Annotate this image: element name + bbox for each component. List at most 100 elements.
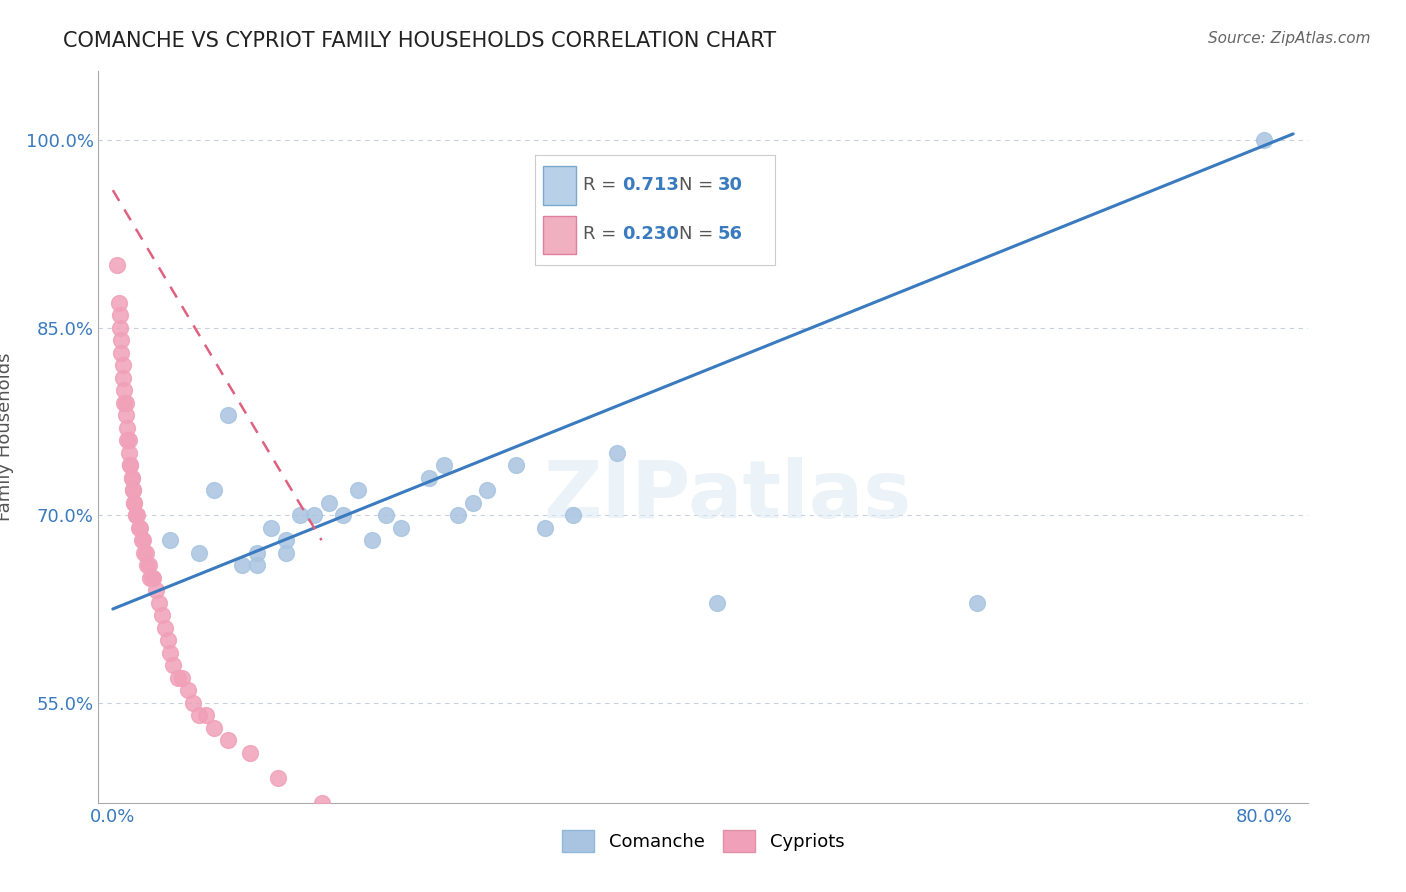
Point: [134, 546, 156, 560]
Point: [267, 771, 290, 785]
Point: [288, 508, 311, 523]
Point: [120, 458, 142, 473]
Text: COMANCHE VS CYPRIOT FAMILY HOUSEHOLDS CORRELATION CHART: COMANCHE VS CYPRIOT FAMILY HOUSEHOLDS CO…: [63, 31, 776, 51]
Text: 30: 30: [717, 176, 742, 194]
Point: [176, 683, 198, 698]
Point: [122, 483, 145, 498]
Point: [159, 533, 181, 548]
Point: [132, 533, 155, 548]
Point: [606, 446, 628, 460]
Text: N =: N =: [679, 176, 718, 194]
Point: [389, 521, 412, 535]
Point: [112, 395, 135, 409]
Point: [246, 546, 269, 560]
Point: [115, 420, 138, 434]
Point: [122, 483, 145, 498]
Point: [136, 558, 159, 573]
Point: [121, 471, 143, 485]
Point: [107, 295, 129, 310]
Text: 56: 56: [717, 226, 742, 244]
Point: [361, 533, 384, 548]
Point: [115, 434, 138, 448]
Point: [170, 671, 193, 685]
Point: [1253, 133, 1275, 147]
Point: [304, 508, 326, 523]
Point: [505, 458, 527, 473]
Point: [124, 496, 146, 510]
Point: [195, 708, 218, 723]
Point: [112, 383, 135, 397]
Point: [533, 521, 555, 535]
Point: [110, 345, 132, 359]
Point: [139, 571, 162, 585]
Y-axis label: Family Households: Family Households: [0, 353, 14, 521]
Point: [125, 508, 148, 523]
Point: [202, 721, 225, 735]
Point: [105, 258, 128, 272]
Point: [706, 596, 728, 610]
Text: R =: R =: [583, 226, 623, 244]
Point: [148, 596, 170, 610]
Bar: [543, 166, 576, 204]
Point: [111, 358, 134, 372]
Point: [127, 508, 149, 523]
Point: [346, 483, 368, 498]
Point: [562, 508, 585, 523]
Point: [150, 608, 173, 623]
Point: [217, 408, 239, 422]
Text: Source: ZipAtlas.com: Source: ZipAtlas.com: [1208, 31, 1371, 46]
Point: [183, 696, 205, 710]
Point: [246, 558, 269, 573]
Point: [108, 320, 131, 334]
Point: [142, 571, 165, 585]
Point: [166, 671, 188, 685]
Point: [475, 483, 498, 498]
Point: [239, 746, 262, 760]
Point: [447, 508, 470, 523]
Bar: [543, 216, 576, 254]
Point: [108, 308, 131, 322]
Point: [114, 408, 136, 422]
Point: [145, 583, 167, 598]
Legend: Comanche, Cypriots: Comanche, Cypriots: [554, 823, 852, 860]
Point: [118, 434, 141, 448]
Point: [274, 533, 297, 548]
Point: [135, 546, 157, 560]
Point: [120, 458, 142, 473]
Point: [418, 471, 440, 485]
Point: [141, 571, 163, 585]
Point: [375, 508, 398, 523]
Point: [125, 508, 148, 523]
Point: [138, 558, 160, 573]
Point: [111, 370, 134, 384]
Point: [966, 596, 988, 610]
Point: [318, 496, 340, 510]
Text: N =: N =: [679, 226, 718, 244]
Point: [118, 446, 141, 460]
Point: [124, 496, 146, 510]
Point: [433, 458, 456, 473]
Point: [260, 521, 283, 535]
Point: [217, 733, 239, 747]
Point: [202, 483, 225, 498]
Text: R =: R =: [583, 176, 623, 194]
Point: [188, 708, 211, 723]
Point: [332, 508, 354, 523]
Point: [131, 533, 153, 548]
Point: [121, 471, 143, 485]
Point: [274, 546, 297, 560]
Point: [153, 621, 176, 635]
Point: [231, 558, 253, 573]
Point: [114, 395, 136, 409]
Text: 0.230: 0.230: [621, 226, 679, 244]
Point: [156, 633, 179, 648]
Point: [128, 521, 150, 535]
Point: [129, 521, 152, 535]
Point: [311, 796, 333, 810]
Point: [159, 646, 181, 660]
Point: [461, 496, 484, 510]
Point: [110, 333, 132, 347]
Text: ZIPatlas: ZIPatlas: [543, 457, 911, 534]
Text: 0.713: 0.713: [621, 176, 679, 194]
Point: [162, 658, 184, 673]
